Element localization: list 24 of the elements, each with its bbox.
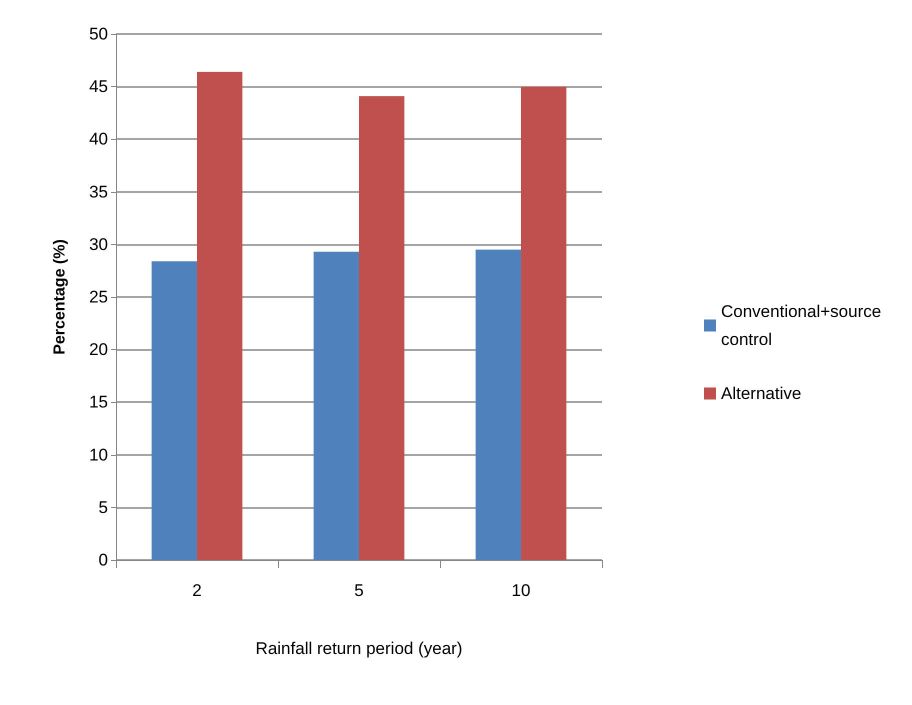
bar (359, 96, 404, 560)
y-tick-label: 50 (89, 24, 108, 44)
y-tick-label: 25 (89, 288, 108, 306)
bar (197, 72, 242, 560)
bar (314, 252, 359, 560)
y-tick-label: 20 (89, 340, 108, 360)
bar (152, 261, 197, 560)
x-tick-label: 10 (512, 581, 530, 600)
legend-label: Conventional+source control (721, 302, 886, 349)
x-axis-title: Rainfall return period (year) (256, 639, 462, 658)
y-tick-label: 35 (89, 182, 108, 202)
y-tick-label: 15 (89, 392, 108, 412)
y-tick-label: 40 (89, 130, 108, 149)
y-tick-label: 45 (89, 77, 108, 96)
y-tick-label: 0 (98, 550, 108, 570)
x-tick-label: 5 (354, 581, 364, 600)
y-axis-title: Percentage (%) (52, 239, 68, 355)
y-tick-label: 30 (89, 234, 108, 254)
legend-label: Alternative (721, 384, 802, 403)
bar (521, 86, 566, 560)
bar (476, 250, 521, 560)
y-tick-label: 5 (98, 498, 108, 517)
y-tick-label: 10 (89, 445, 108, 464)
x-tick-label: 2 (192, 581, 202, 600)
